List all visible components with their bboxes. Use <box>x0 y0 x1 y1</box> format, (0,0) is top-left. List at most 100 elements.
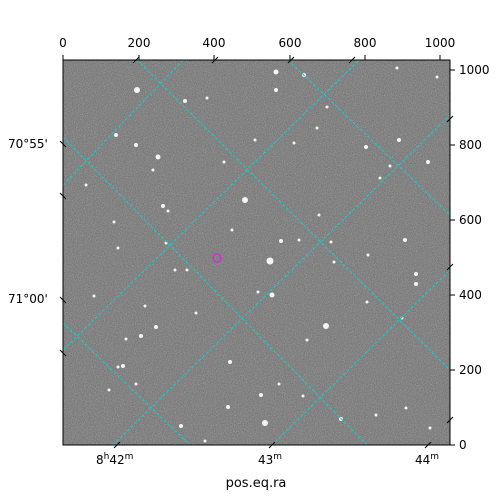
target-marker <box>212 253 222 263</box>
star <box>256 290 260 294</box>
star <box>116 246 120 250</box>
star <box>121 364 125 368</box>
left-wcs-tick <box>59 349 67 357</box>
star <box>269 292 275 298</box>
star <box>388 164 392 168</box>
star <box>395 66 399 70</box>
dec-tick-70-55: 70°55' <box>8 137 48 151</box>
star <box>365 300 369 304</box>
star <box>323 323 329 329</box>
bottom-axis-labels: 8h42m 43m 44m <box>96 452 439 467</box>
star <box>277 382 281 386</box>
top-tick-400: 400 <box>203 36 226 50</box>
star <box>403 238 407 242</box>
top-wcs-tick <box>287 56 295 64</box>
grid-line <box>63 322 191 445</box>
bottom-wcs-tick <box>113 441 121 449</box>
star <box>426 160 430 164</box>
grid-line <box>63 60 184 186</box>
axis-ticks <box>59 55 455 449</box>
grid-line <box>287 60 450 216</box>
ra-tick-hours: 8 <box>96 453 104 467</box>
right-tick-800: 800 <box>459 138 482 152</box>
right-axis-labels: 0 200 400 600 800 1000 <box>459 63 490 452</box>
image-noise <box>63 60 450 445</box>
star <box>253 138 257 142</box>
star <box>292 141 296 145</box>
grid-line <box>112 114 450 445</box>
right-tick-400: 400 <box>459 288 482 302</box>
star <box>84 183 88 187</box>
ra-tick-43-value: 43 <box>258 453 273 467</box>
ra-tick-44-value: 44 <box>415 453 430 467</box>
top-wcs-tick <box>132 56 140 64</box>
star <box>116 365 120 369</box>
star <box>414 282 418 286</box>
star <box>114 133 118 137</box>
star <box>154 325 158 329</box>
grid-line <box>271 269 450 445</box>
star <box>179 424 183 428</box>
star <box>139 334 143 338</box>
star <box>134 143 138 147</box>
dec-tick-71-00: 71°00' <box>8 292 48 306</box>
star <box>366 253 370 257</box>
star <box>230 228 234 232</box>
star <box>315 126 319 130</box>
star <box>143 304 147 308</box>
star <box>173 268 177 272</box>
top-tick-200: 200 <box>128 36 151 50</box>
grid-line <box>136 60 450 371</box>
star <box>378 176 382 180</box>
ra-tick-minutes-unit: m <box>125 452 134 462</box>
star <box>332 260 336 264</box>
star <box>161 204 165 208</box>
top-wcs-tick <box>211 56 219 64</box>
star <box>329 240 333 244</box>
top-tick-800: 800 <box>354 36 377 50</box>
top-tick-600: 600 <box>279 36 302 50</box>
right-wcs-tick <box>446 416 454 424</box>
star <box>262 420 268 426</box>
ra-tick-minutes: 42 <box>109 453 124 467</box>
star <box>435 75 439 79</box>
star <box>166 209 170 213</box>
star <box>194 311 198 315</box>
right-wcs-tick <box>446 263 454 271</box>
star <box>134 382 138 386</box>
star <box>155 154 161 160</box>
star-field <box>84 66 439 443</box>
target-circle <box>212 253 222 263</box>
top-tick-1000: 1000 <box>425 36 456 50</box>
top-tick-0: 0 <box>59 36 67 50</box>
star <box>428 426 432 430</box>
star <box>273 69 279 75</box>
star <box>228 360 232 364</box>
ra-tick-44-unit: m <box>430 452 439 462</box>
star <box>183 99 187 103</box>
bottom-wcs-tick <box>268 441 276 449</box>
star <box>266 257 274 265</box>
star <box>107 388 111 392</box>
star <box>297 238 301 242</box>
ra-tick-44m: 44m <box>415 452 439 467</box>
star <box>301 394 305 398</box>
top-wcs-tick <box>348 56 356 64</box>
right-tick-600: 600 <box>459 213 482 227</box>
star <box>305 338 309 342</box>
star <box>364 145 368 149</box>
right-tick-200: 200 <box>459 363 482 377</box>
grid-line <box>63 136 368 445</box>
right-tick-1000: 1000 <box>459 63 490 77</box>
left-axis-labels: 70°55' 71°00' <box>8 137 48 306</box>
right-wcs-tick <box>446 115 454 123</box>
star <box>404 406 408 410</box>
image-panel <box>63 60 450 445</box>
bottom-wcs-tick <box>424 441 432 449</box>
top-axis-labels: 0 200 400 600 800 1000 <box>59 36 455 50</box>
star <box>274 88 278 92</box>
star <box>151 168 155 172</box>
ra-tick-43-unit: m <box>273 452 282 462</box>
